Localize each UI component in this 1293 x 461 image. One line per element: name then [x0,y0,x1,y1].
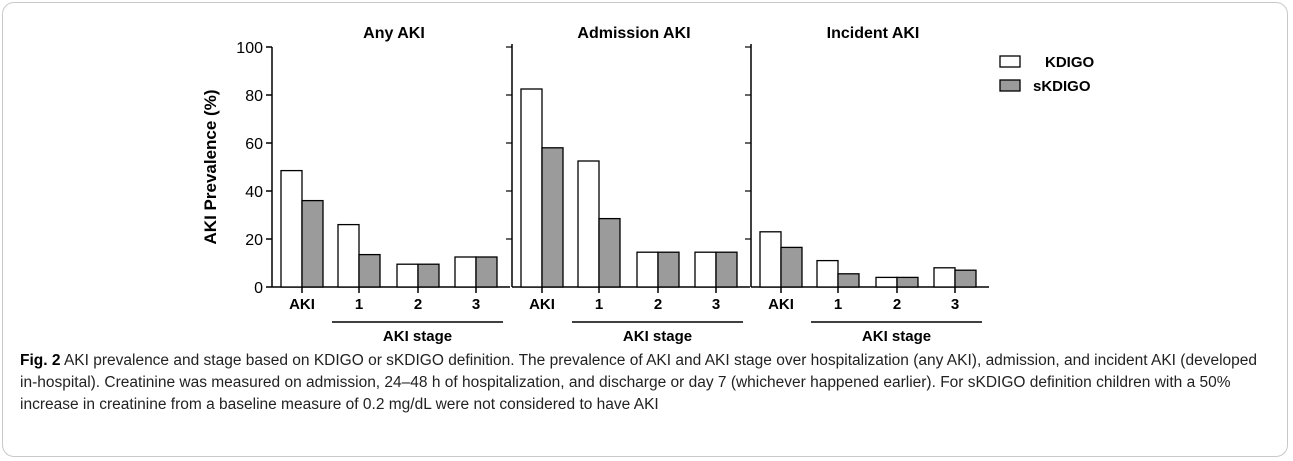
figure-caption: Fig. 2 AKI prevalence and stage based on… [20,350,1270,416]
x-tick-label: 1 [595,296,603,313]
y-axis-title: AKI Prevalence (%) [201,90,220,245]
bar-skdigo-3 [475,256,498,288]
x-tick-label: AKI [529,296,555,313]
bar-skdigo-aki [541,147,564,288]
bar-kdigo-3 [694,251,717,288]
stage-group-label: AKI stage [623,328,692,345]
x-tick-label: 1 [834,296,842,313]
bar-kdigo-2 [875,276,898,288]
bar-skdigo-aki [301,199,324,288]
prevalence-chart: 0 20 40 60 80 100 AKI Prevalence (%) Any AKI AKI… [201,25,1095,345]
legend-swatch-kdigo [999,55,1021,68]
legend-swatch-skdigo [999,79,1021,92]
y-tick-label: 80 [245,88,263,105]
bar-skdigo-3 [954,269,977,288]
x-tick-label: 3 [472,296,480,313]
bar-skdigo-aki [780,246,803,288]
bar-kdigo-3 [933,267,956,288]
y-tick-label: 0 [254,280,263,297]
legend-label-skdigo: sKDIGO [1033,78,1091,95]
bar-kdigo-1 [816,259,839,288]
stage-group-label: AKI stage [862,328,931,345]
bar-kdigo-2 [396,263,419,288]
bar-skdigo-2 [657,251,680,288]
panel-title: Admission AKI [577,25,690,42]
x-tick-label: 2 [893,296,901,313]
panel-title: Any AKI [363,25,425,42]
bar-skdigo-1 [837,273,860,288]
bar-kdigo-aki [520,88,543,288]
bar-kdigo-1 [577,160,600,288]
bar-skdigo-1 [358,253,381,288]
x-tick-label: AKI [289,296,315,313]
x-tick-label: 1 [355,296,363,313]
bar-skdigo-3 [715,251,738,288]
x-tick-label: AKI [768,296,794,313]
figure-caption-text: AKI prevalence and stage based on KDIGO … [20,352,1257,413]
x-tick-label: 3 [951,296,959,313]
bar-skdigo-1 [598,217,621,288]
bar-kdigo-2 [636,251,659,288]
y-tick-label: 40 [245,184,263,201]
figure-label: Fig. 2 [20,352,61,369]
bar-kdigo-1 [337,223,360,288]
bar-skdigo-2 [896,276,919,288]
y-tick-label: 20 [245,232,263,249]
bar-skdigo-2 [417,263,440,288]
legend-label-kdigo: KDIGO [1045,54,1095,71]
x-tick-label: 2 [654,296,662,313]
bar-kdigo-3 [454,256,477,288]
panel-title: Incident AKI [827,25,920,42]
bar-kdigo-aki [759,231,782,288]
y-tick-label: 100 [236,40,263,57]
x-tick-label: 3 [712,296,720,313]
x-tick-label: 2 [414,296,422,313]
stage-group-label: AKI stage [383,328,452,345]
y-tick-label: 60 [245,136,263,153]
bar-kdigo-aki [280,169,303,288]
